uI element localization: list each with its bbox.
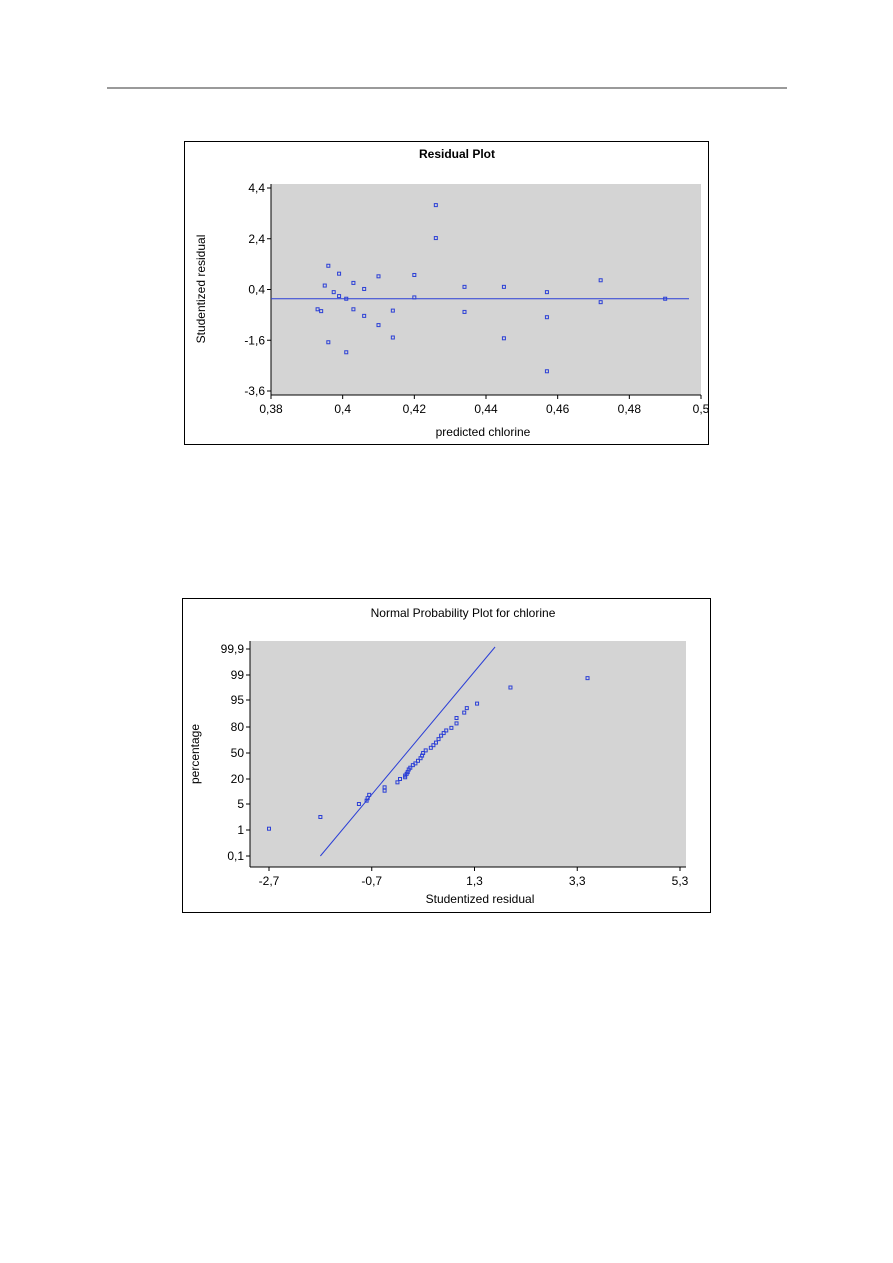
- data-point: [415, 758, 420, 763]
- y-tick-label: 1: [237, 823, 244, 837]
- data-point: [431, 743, 436, 748]
- data-point: [454, 721, 459, 726]
- data-point: [421, 751, 426, 755]
- x-tick-label: -0,7: [361, 874, 382, 888]
- data-point: [315, 307, 320, 312]
- data-point: [439, 733, 444, 738]
- data-point: [441, 731, 446, 736]
- x-tick-label: 0,46: [546, 402, 570, 416]
- data-point: [544, 290, 549, 295]
- y-tick-label: 4,4: [248, 181, 265, 195]
- plot-area: [250, 641, 686, 867]
- data-point: [356, 802, 361, 806]
- data-point: [337, 294, 342, 299]
- y-tick-label: 99,9: [221, 642, 245, 656]
- data-point: [413, 761, 418, 766]
- chart-title: Residual Plot: [419, 147, 495, 161]
- x-tick-label: 0,42: [403, 402, 427, 416]
- data-point: [663, 296, 668, 301]
- data-point: [344, 296, 349, 301]
- data-point: [544, 315, 549, 320]
- normal-probability-plot-chart: Normal Probability Plot for chlorine -2,…: [182, 598, 711, 913]
- y-tick-label: 50: [231, 746, 245, 760]
- data-point: [412, 295, 417, 300]
- data-point: [318, 815, 323, 819]
- y-axis-label: percentage: [188, 724, 202, 784]
- x-tick-label: 1,3: [466, 874, 483, 888]
- data-point: [362, 313, 367, 318]
- x-tick-label: 0,4: [334, 402, 351, 416]
- data-point: [344, 350, 349, 355]
- x-tick-label: 0,48: [618, 402, 642, 416]
- data-point: [412, 272, 417, 277]
- data-point: [501, 336, 506, 341]
- data-point: [423, 748, 428, 753]
- data-point: [462, 284, 467, 289]
- data-point: [475, 701, 480, 706]
- x-tick-label: 3,3: [569, 874, 586, 888]
- data-point: [319, 309, 324, 314]
- data-point: [390, 308, 395, 313]
- data-point: [428, 745, 433, 750]
- y-tick-label: 2,4: [248, 232, 265, 246]
- y-tick-label: 0,1: [227, 849, 244, 863]
- x-tick-label: 0,44: [474, 402, 498, 416]
- y-axis-label: Studentized residual: [194, 235, 208, 344]
- y-tick-label: 99: [231, 668, 245, 682]
- x-tick-label: 0,5: [693, 402, 708, 416]
- data-point: [544, 369, 549, 374]
- data-point: [598, 278, 603, 283]
- data-point: [433, 203, 438, 208]
- data-point: [326, 263, 331, 268]
- data-point: [326, 340, 331, 345]
- data-point: [398, 777, 403, 781]
- data-point: [382, 785, 387, 790]
- normal-probability-plot-svg: Normal Probability Plot for chlorine -2,…: [188, 606, 689, 906]
- data-point: [337, 271, 342, 276]
- y-tick-label: 0,4: [248, 283, 265, 297]
- plot-area: [271, 184, 701, 395]
- chart-title: Normal Probability Plot for chlorine: [371, 606, 556, 620]
- data-point: [501, 284, 506, 289]
- data-point: [598, 300, 603, 305]
- data-point: [267, 826, 271, 831]
- data-point: [331, 290, 336, 295]
- residual-plot-chart: Residual Plot 0,38 0,4 0,42 0,44 0,46 0,48 0,5…: [184, 141, 709, 445]
- x-tick-label: 0,38: [259, 402, 283, 416]
- y-tick-label: 80: [231, 720, 245, 734]
- data-point: [351, 307, 356, 312]
- y-tick-label: 95: [231, 693, 245, 707]
- data-point: [367, 792, 372, 797]
- data-point: [464, 706, 469, 711]
- header-rule: [107, 87, 787, 89]
- x-tick-label: 5,3: [672, 874, 689, 888]
- x-axis-label: Studentized residual: [426, 892, 535, 906]
- data-point: [376, 274, 381, 279]
- data-point: [508, 685, 513, 690]
- y-tick-label: -1,6: [244, 333, 265, 347]
- y-tick-label: -3,6: [244, 384, 265, 398]
- data-point: [462, 309, 467, 314]
- y-tick-label: 20: [231, 772, 245, 786]
- data-point: [454, 716, 459, 720]
- reference-line: [319, 646, 496, 857]
- data-point: [376, 323, 381, 328]
- data-point: [444, 728, 449, 733]
- data-point: [362, 286, 367, 291]
- data-point: [390, 335, 395, 340]
- data-point: [436, 737, 441, 742]
- data-point: [449, 725, 454, 730]
- x-axis-label: predicted chlorine: [436, 425, 531, 439]
- data-point: [395, 780, 400, 785]
- data-point: [462, 710, 467, 715]
- data-point: [585, 676, 590, 681]
- y-tick-label: 5: [237, 797, 244, 811]
- data-point: [351, 280, 356, 285]
- data-point: [408, 765, 413, 770]
- data-point: [433, 236, 438, 241]
- data-point: [322, 283, 327, 288]
- data-point: [433, 740, 438, 745]
- residual-plot-svg: Residual Plot 0,38 0,4 0,42 0,44 0,46 0,48 0,5…: [194, 147, 708, 439]
- x-tick-label: -2,7: [259, 874, 280, 888]
